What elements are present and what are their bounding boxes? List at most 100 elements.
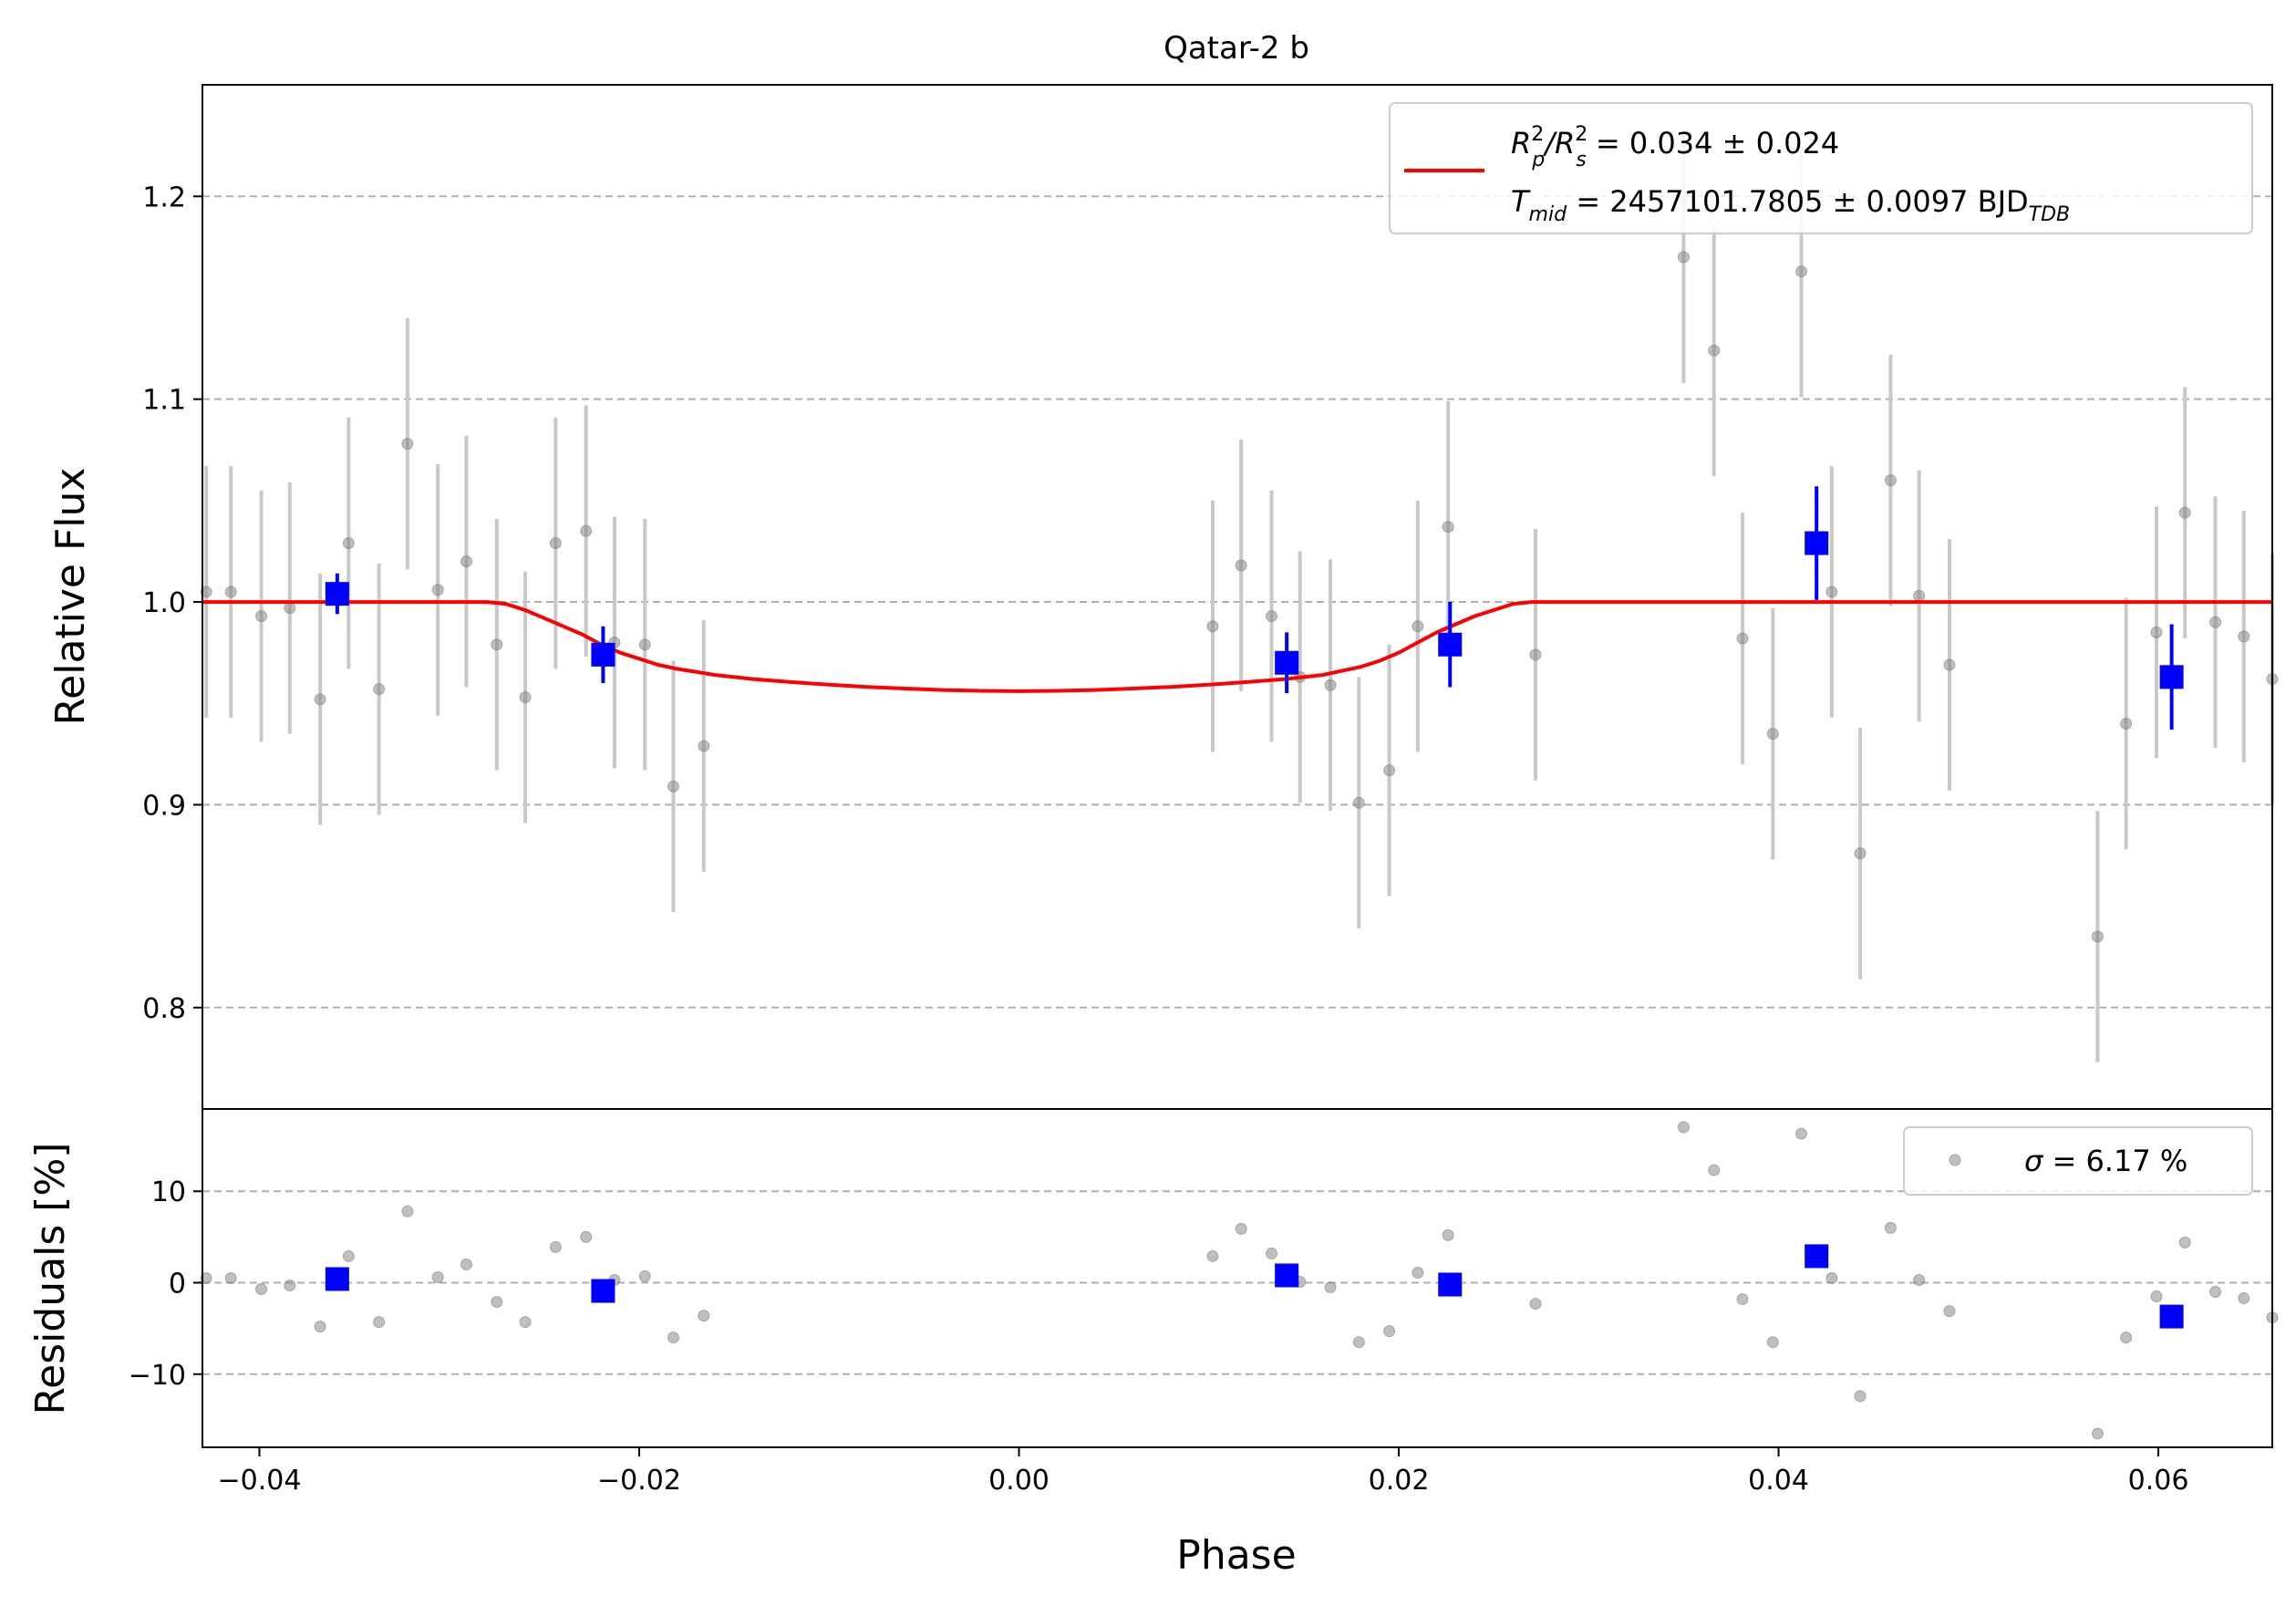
residuals-y-ticks: −10 0 10 — [129, 1176, 202, 1392]
flux-raw-point — [491, 638, 503, 651]
x-tick-label-2: 0.00 — [988, 1465, 1050, 1497]
flux-raw-point — [1913, 589, 1926, 602]
residual-raw-point — [224, 1272, 237, 1284]
residual-raw-point — [460, 1258, 472, 1270]
flux-legend-box — [1389, 102, 2253, 234]
flux-raw-point — [519, 691, 532, 704]
flux-panel: 0.8 0.9 1.0 1.1 1.2 Relative Flux R2 p/R2 s = … — [47, 84, 2279, 1110]
legend-radius-ratio: R2 p/R2 s = 0.034 ± 0.024 — [1511, 123, 1839, 171]
residual-raw-point — [1206, 1249, 1219, 1262]
residual-raw-point — [580, 1230, 593, 1243]
flux-legend: R2 p/R2 s = 0.034 ± 0.024 Tmid = 2457101.7… — [1389, 102, 2253, 234]
flux-raw-point — [698, 740, 710, 752]
flux-gridlines — [202, 195, 2272, 1009]
x-tick-label-3: 0.02 — [1369, 1465, 1430, 1497]
residuals-y-tick-label-0: −10 — [129, 1360, 186, 1392]
residual-raw-point — [255, 1283, 268, 1296]
flux-binned-point — [2159, 665, 2184, 689]
residual-binned-point — [325, 1267, 349, 1291]
residual-raw-point — [1235, 1222, 1247, 1235]
residual-raw-point — [1383, 1325, 1396, 1338]
residuals-legend-box — [1903, 1126, 2253, 1196]
flux-raw-point — [1529, 648, 1542, 661]
flux-raw-point — [401, 438, 414, 451]
residual-raw-point — [200, 1272, 212, 1284]
residual-raw-point — [2209, 1286, 2222, 1299]
residual-raw-point — [2120, 1331, 2133, 1344]
flux-raw-point — [1854, 847, 1867, 860]
residual-raw-point — [2150, 1290, 2163, 1303]
flux-raw-point — [549, 537, 562, 550]
residual-raw-point — [1265, 1247, 1277, 1259]
flux-raw-point — [1383, 764, 1396, 777]
flux-raw-point — [1884, 474, 1897, 487]
residual-raw-point — [1412, 1266, 1424, 1279]
residual-raw-point — [1766, 1336, 1779, 1349]
residual-raw-point — [1854, 1390, 1867, 1403]
flux-binned-points — [325, 486, 2184, 730]
residual-binned-point — [2159, 1304, 2184, 1329]
flux-raw-point — [2238, 630, 2250, 643]
residuals-panel-frame — [202, 1108, 2273, 1448]
flux-raw-point — [1677, 251, 1690, 264]
residuals-y-tick-label-2: 10 — [151, 1176, 186, 1208]
flux-raw-point — [1795, 265, 1808, 278]
flux-raw-point — [1235, 559, 1247, 572]
residual-raw-point — [1529, 1298, 1542, 1311]
residual-raw-point — [1677, 1121, 1690, 1134]
x-tick-label-5: 0.06 — [2128, 1465, 2189, 1497]
flux-raw-point — [580, 524, 593, 537]
flux-raw-point — [460, 555, 472, 568]
residual-raw-point — [1913, 1274, 1926, 1287]
residual-raw-point — [431, 1270, 444, 1283]
residuals-panel: −10 0 10 Residuals [%] σ = 6.17 % — [27, 1108, 2279, 1448]
flux-y-tick-label-1: 0.9 — [142, 790, 186, 822]
residual-binned-point — [1805, 1244, 1829, 1269]
flux-raw-point — [1825, 585, 1838, 598]
flux-raw-point — [255, 610, 268, 623]
flux-raw-point — [431, 584, 444, 596]
flux-raw-point — [284, 602, 296, 615]
flux-raw-point — [1736, 632, 1749, 645]
residual-raw-point — [1825, 1272, 1838, 1284]
residual-raw-point — [401, 1205, 414, 1217]
residual-raw-point — [519, 1316, 532, 1329]
flux-raw-point — [1265, 610, 1277, 623]
residual-binned-point — [1438, 1272, 1463, 1297]
residual-binned-point — [591, 1279, 615, 1303]
flux-raw-point — [2178, 506, 2191, 519]
residual-raw-point — [667, 1331, 679, 1344]
residual-raw-point — [698, 1310, 710, 1322]
residual-raw-point — [2238, 1292, 2250, 1305]
flux-raw-point — [1708, 344, 1721, 357]
flux-raw-point — [2150, 626, 2163, 638]
flux-raw-point — [1442, 521, 1454, 534]
flux-raw-point — [342, 537, 355, 550]
flux-y-axis-label: Relative Flux — [47, 468, 94, 726]
residuals-legend: σ = 6.17 % — [1903, 1126, 2253, 1196]
flux-y-tick-label-3: 1.1 — [142, 385, 186, 417]
residual-raw-point — [342, 1249, 355, 1262]
residuals-y-axis-label: Residuals [%] — [27, 1143, 74, 1415]
flux-raw-point — [1352, 796, 1365, 809]
legend-sigma: σ = 6.17 % — [2024, 1144, 2187, 1178]
flux-raw-point — [200, 585, 212, 598]
legend-mid-time: Tmid = 2457101.7805 ± 0.0097 BJDTDB — [1511, 184, 2070, 226]
flux-raw-point — [638, 638, 651, 651]
residual-raw-point — [314, 1321, 326, 1333]
flux-raw-point — [2209, 616, 2222, 628]
residual-raw-point — [1324, 1281, 1337, 1294]
residual-raw-point — [2178, 1236, 2191, 1249]
transit-model — [202, 600, 2272, 693]
residuals-raw-points — [200, 1121, 2279, 1440]
x-tick-label-4: 0.04 — [1748, 1465, 1809, 1497]
flux-raw-points — [200, 251, 2279, 943]
residual-raw-point — [1708, 1164, 1721, 1176]
residual-raw-point — [2091, 1427, 2104, 1440]
residual-raw-point — [1884, 1221, 1897, 1234]
flux-raw-point — [1324, 679, 1337, 691]
flux-binned-point — [1275, 650, 1299, 675]
flux-y-tick-label-4: 1.2 — [142, 181, 186, 213]
residual-raw-point — [638, 1269, 651, 1282]
